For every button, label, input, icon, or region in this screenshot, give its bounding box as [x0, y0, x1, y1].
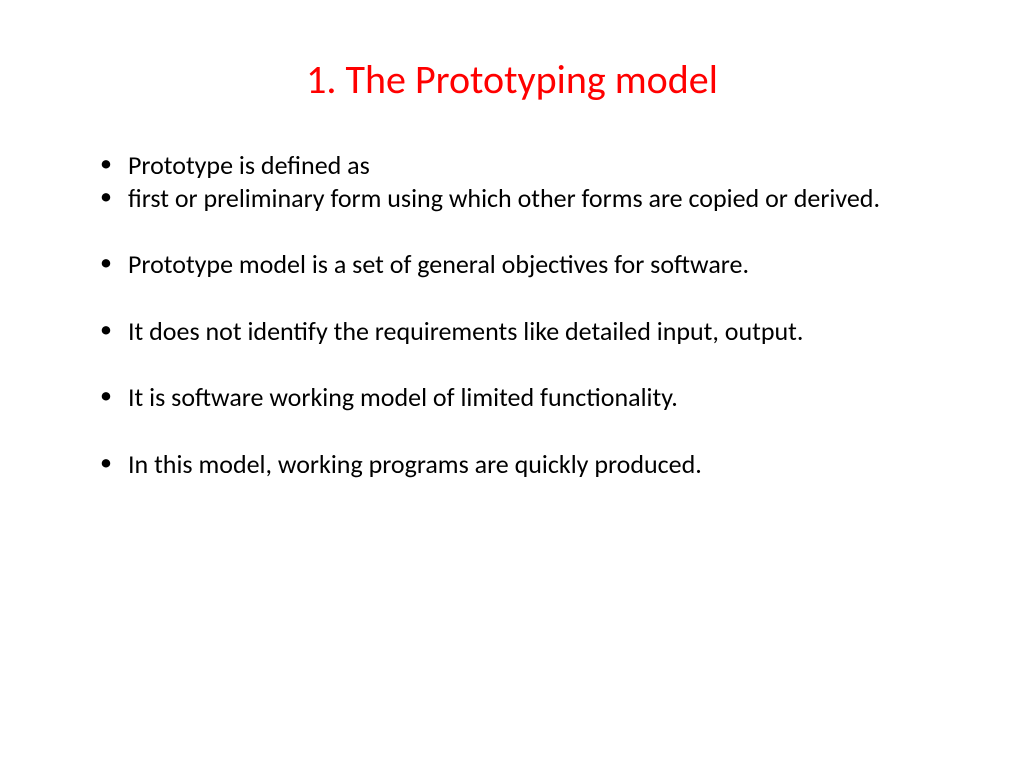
bullet-item: In this model, working programs are quic…	[100, 448, 954, 481]
bullet-item: It does not identify the requirements li…	[100, 315, 954, 348]
bullet-item: Prototype is defined as	[100, 149, 954, 182]
bullet-item: It is software working model of limited …	[100, 381, 954, 414]
bullet-item: first or preliminary form using which ot…	[100, 182, 954, 215]
bullet-list: Prototype is defined as first or prelimi…	[70, 149, 954, 480]
bullet-item: Prototype model is a set of general obje…	[100, 248, 954, 281]
slide-title: 1. The Prototyping model	[70, 55, 954, 104]
